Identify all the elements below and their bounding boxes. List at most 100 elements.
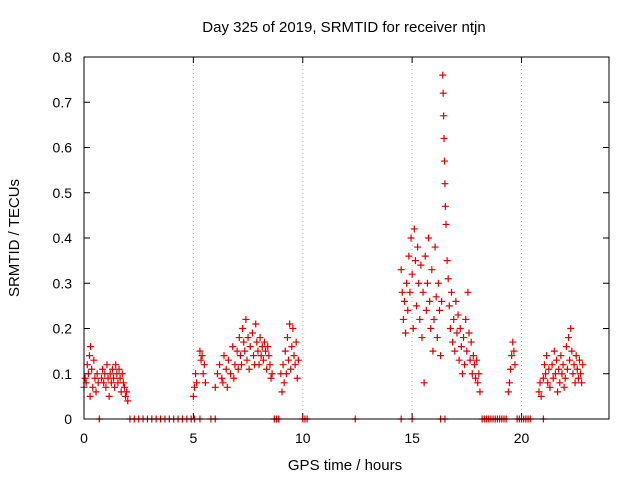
data-point	[227, 370, 235, 378]
data-point	[192, 370, 200, 378]
data-point	[536, 379, 544, 387]
data-point	[432, 293, 440, 301]
data-point	[111, 383, 119, 391]
data-point	[441, 157, 448, 165]
data-point	[562, 343, 570, 351]
x-tick-label: 10	[295, 430, 311, 446]
data-point	[197, 356, 205, 364]
data-point	[189, 392, 197, 400]
data-point	[259, 356, 267, 364]
data-point	[545, 365, 553, 373]
y-tick-label: 0.6	[53, 140, 73, 156]
data-point	[456, 325, 464, 332]
data-point	[110, 374, 118, 382]
data-point	[239, 325, 247, 332]
data-point	[198, 352, 206, 360]
data-point	[282, 370, 290, 378]
axis-ticks: 0 5 10 15 20 0 0.1 0.2 0.3 0.4 0.5 0.6 0.7 0.8	[53, 49, 609, 446]
data-point	[99, 365, 107, 373]
data-point	[231, 361, 239, 369]
data-point	[438, 297, 446, 305]
data-point	[566, 356, 574, 364]
data-point	[460, 334, 468, 342]
data-point	[219, 379, 227, 387]
data-point	[420, 379, 428, 387]
data-point	[474, 379, 482, 387]
data-point	[201, 379, 209, 387]
data-point	[449, 338, 457, 346]
data-point	[86, 392, 94, 400]
data-point	[416, 315, 424, 323]
data-point	[236, 352, 244, 360]
data-point	[246, 343, 254, 351]
data-point	[238, 361, 245, 369]
data-point	[535, 388, 543, 396]
x-tick-label: 5	[189, 430, 197, 446]
data-point	[575, 356, 583, 364]
data-point	[448, 288, 455, 296]
data-point	[543, 352, 551, 360]
data-point	[399, 315, 407, 323]
data-point	[291, 361, 299, 369]
data-point	[240, 338, 248, 346]
y-tick-label: 0.8	[53, 49, 73, 65]
data-point	[445, 302, 453, 310]
data-point	[563, 365, 571, 373]
data-point	[568, 347, 576, 355]
data-point	[84, 370, 92, 378]
plot-frame	[83, 56, 610, 420]
data-point	[218, 374, 226, 382]
data-point	[557, 352, 565, 360]
data-point	[546, 383, 554, 391]
data-point	[476, 388, 484, 396]
y-tick-label: 0.5	[53, 185, 73, 201]
data-point	[220, 352, 228, 360]
data-point	[411, 257, 419, 265]
data-point	[224, 356, 232, 364]
data-point	[561, 374, 569, 382]
data-point	[397, 266, 405, 274]
data-point	[287, 365, 295, 373]
data-point	[410, 225, 418, 233]
data-point	[470, 361, 478, 369]
data-point	[554, 388, 562, 396]
data-point	[281, 347, 289, 355]
data-point	[91, 374, 99, 382]
data-point	[434, 279, 442, 287]
data-point	[461, 361, 469, 369]
data-point	[567, 325, 575, 332]
data-point	[443, 257, 451, 265]
y-tick-label: 0.3	[53, 275, 73, 291]
data-point	[413, 302, 420, 310]
data-point	[93, 370, 101, 378]
data-point	[112, 361, 120, 369]
data-point	[408, 270, 416, 278]
data-point	[475, 370, 483, 378]
x-axis-label: GPS time / hours	[288, 457, 402, 474]
data-point	[398, 288, 406, 296]
data-point	[504, 388, 512, 396]
data-point	[196, 347, 204, 355]
data-point	[577, 370, 585, 378]
data-point	[415, 279, 423, 287]
data-point	[429, 347, 437, 355]
data-point	[122, 392, 130, 400]
data-point	[452, 297, 460, 305]
data-point	[100, 379, 108, 387]
data-point	[421, 252, 429, 260]
data-point	[441, 180, 449, 188]
data-point	[442, 220, 450, 228]
data-point	[294, 356, 302, 364]
data-point	[454, 311, 462, 319]
data-point	[556, 379, 564, 387]
data-point	[403, 279, 411, 287]
data-point	[578, 379, 586, 387]
data-point	[409, 325, 417, 332]
data-point	[233, 347, 241, 355]
data-point	[266, 361, 274, 369]
data-point	[90, 356, 98, 364]
data-point	[540, 361, 548, 369]
data-point	[558, 370, 566, 378]
data-point	[405, 252, 413, 260]
